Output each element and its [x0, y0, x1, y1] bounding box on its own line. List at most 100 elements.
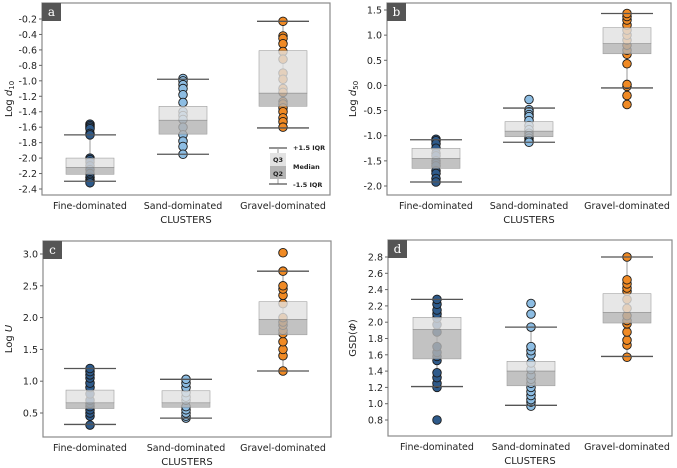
q3-box	[506, 361, 556, 372]
data-point	[622, 275, 632, 285]
y-tick-label: -0.6	[18, 45, 37, 56]
box-sand-dominated	[505, 298, 557, 411]
x-axis-title: CLUSTERS	[504, 456, 555, 467]
box-gravel-dominated	[601, 252, 653, 362]
y-tick-label: 2.0	[23, 313, 38, 324]
x-category-label: Fine-dominated	[400, 442, 474, 453]
y-tick-label: -1.6	[18, 123, 37, 134]
q2-box	[158, 119, 208, 135]
panel-d: 2.8 2.6 2.4 2.2 2.0 1.8 1.6 1.4 1.2 1.0 0.8 Fine-do…	[348, 239, 673, 467]
y-tick-label: -1.4	[18, 107, 37, 118]
box-fine-dominated	[410, 134, 462, 187]
legend: Q3 Q2 +1.5 IQR Median -1.5 IQR	[269, 144, 325, 189]
panel-tag-label: c	[49, 243, 56, 257]
y-tick-label: -2.0	[363, 182, 382, 193]
y-tick-label: -2.4	[18, 185, 37, 196]
data-point	[278, 122, 288, 132]
box-gravel-dominated	[257, 16, 309, 132]
data-point	[278, 337, 288, 347]
panel-tag-label: b	[393, 5, 401, 19]
q2-box	[506, 370, 556, 387]
x-category-label: Sand-dominated	[144, 201, 223, 212]
data-point	[622, 90, 632, 101]
x-category-label: Fine-dominated	[53, 443, 127, 454]
y-axis-title-variable: U	[4, 324, 15, 332]
y-tick-label: -0.8	[18, 61, 37, 72]
q3-box	[504, 121, 554, 132]
data-point	[622, 352, 632, 362]
panel-tag-box	[43, 241, 62, 259]
box-fine-dominated	[64, 363, 116, 430]
x-category-label: Gravel-dominated	[584, 442, 670, 453]
panel-a: -0.2 -0.4 -0.6 -0.8 -1.0 -1.2 -1.4 -1.6 -1.8 -2.0…	[4, 2, 331, 226]
y-tick-label: -1.5	[363, 156, 382, 167]
panel-c: 3.0 2.5 2.0 1.5 1.0 0.5 Fine-dominated Sand-dom…	[4, 240, 332, 468]
q2-box	[161, 402, 211, 408]
box-gravel-dominated	[257, 247, 309, 376]
data-point	[178, 97, 188, 108]
q3-box	[65, 157, 115, 168]
y-tick-label: 1.5	[367, 6, 382, 17]
q2-box	[602, 312, 652, 324]
q2-box	[411, 158, 461, 169]
q2-box	[65, 402, 115, 409]
y-axis-title: Log U	[4, 324, 15, 353]
q3-box	[602, 293, 652, 313]
q2-box	[65, 167, 115, 175]
y-tick-label: 2.6	[368, 269, 383, 280]
y-axis-title-prefix: Log	[4, 96, 15, 117]
data-point	[278, 281, 288, 291]
panel-tag-label: a	[48, 5, 55, 19]
y-tick-label: 1.2	[368, 383, 383, 394]
legend-lower-label: -1.5 IQR	[293, 181, 322, 189]
y-tick-label: 0.8	[368, 416, 383, 427]
q2-box	[258, 319, 308, 336]
x-category-label: Gravel-dominated	[240, 201, 326, 212]
y-tick-label: 2.4	[368, 285, 383, 296]
data-point	[278, 247, 288, 258]
q3-box	[412, 317, 462, 330]
y-tick-label: 2.5	[23, 281, 38, 292]
y-tick-label: 2.2	[368, 301, 383, 312]
y-tick-label: -2.0	[18, 154, 37, 165]
y-tick-label: -0.4	[18, 30, 37, 41]
data-point	[432, 415, 442, 425]
y-axis-title-subscript: 10	[8, 81, 16, 90]
y-tick-label: 1.5	[23, 345, 38, 356]
x-category-label: Sand-dominated	[147, 443, 226, 454]
q2-box	[258, 92, 308, 107]
data-point	[622, 59, 632, 69]
box-sand-dominated	[160, 374, 212, 423]
legend-q2-label: Q2	[273, 170, 283, 178]
y-tick-label: 1.8	[368, 334, 383, 345]
data-point	[526, 309, 536, 319]
y-tick-label: 1.0	[23, 377, 38, 388]
legend-q3-box	[270, 153, 286, 166]
q3-box	[158, 106, 208, 121]
panel-b: 1.5 1.0 0.5 0.0 -0.5 -1.0 -1.5 -2.0 Fine-dominat…	[348, 2, 672, 226]
legend-upper-label: +1.5 IQR	[293, 144, 325, 152]
y-axis-title-suffix: )	[348, 319, 359, 323]
q3-box	[411, 147, 461, 159]
x-category-label: Sand-dominated	[492, 442, 571, 453]
y-axis-title-prefix: GSD(	[348, 331, 359, 357]
data-point	[622, 335, 632, 345]
y-tick-label: -1.0	[363, 131, 382, 142]
data-point	[524, 94, 534, 105]
y-tick-label: 2.0	[368, 318, 383, 329]
q3-box	[258, 301, 308, 320]
data-point	[622, 327, 632, 337]
panel-tag-label: d	[394, 242, 402, 256]
legend-q3-label: Q3	[273, 156, 283, 164]
x-axis-title: CLUSTERS	[161, 457, 212, 468]
legend-median-label: Median	[293, 163, 320, 171]
y-axis-title-variable: Φ	[348, 323, 359, 331]
legend-q2-box	[270, 166, 286, 179]
q2-box	[602, 43, 652, 55]
y-tick-label: 2.8	[368, 253, 383, 264]
panel-tag-box	[42, 3, 61, 21]
x-category-label: Fine-dominated	[399, 201, 473, 212]
y-tick-label: 1.0	[368, 399, 383, 410]
x-category-label: Sand-dominated	[490, 201, 569, 212]
